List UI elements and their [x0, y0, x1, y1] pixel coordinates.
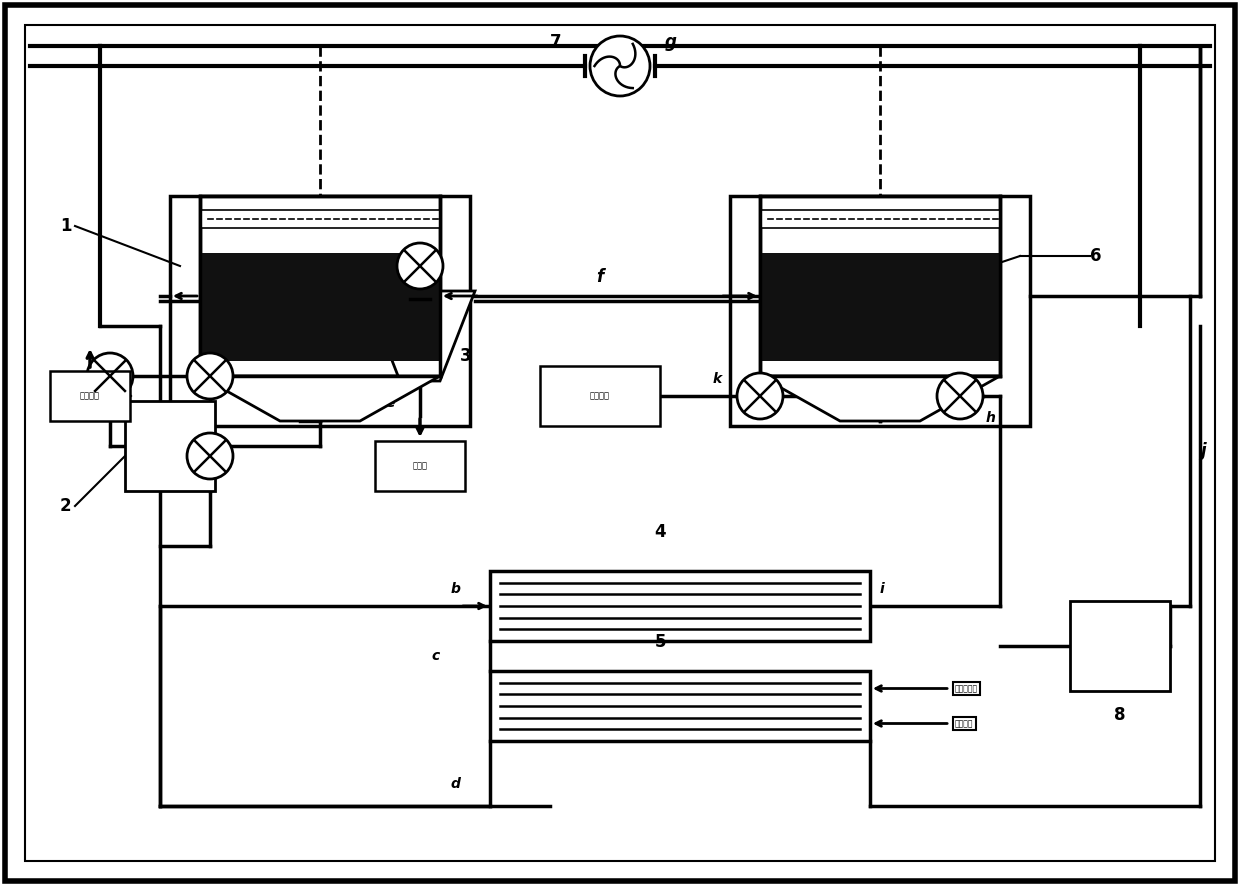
Bar — [374, 441, 465, 491]
Bar — [170, 196, 470, 426]
Text: 8: 8 — [1115, 706, 1126, 724]
Text: k: k — [713, 372, 722, 386]
Polygon shape — [365, 291, 475, 381]
Text: 6: 6 — [1090, 247, 1101, 265]
Text: 3: 3 — [460, 347, 471, 365]
Circle shape — [590, 36, 650, 96]
Text: f: f — [596, 268, 604, 286]
Circle shape — [187, 353, 233, 399]
Bar — [760, 210, 999, 228]
Bar — [50, 371, 130, 421]
Text: b: b — [450, 582, 460, 596]
Circle shape — [737, 373, 782, 419]
Bar — [125, 401, 215, 491]
Polygon shape — [760, 376, 999, 421]
Text: g: g — [665, 33, 677, 51]
Bar — [200, 253, 440, 361]
Text: 废水入口: 废水入口 — [81, 392, 100, 400]
Text: c: c — [432, 649, 440, 663]
Bar — [760, 253, 999, 361]
Text: 5: 5 — [655, 633, 666, 651]
Text: 7: 7 — [551, 33, 562, 51]
Text: a: a — [110, 402, 119, 415]
Bar — [490, 671, 870, 741]
Text: i: i — [880, 582, 885, 596]
Text: 清水回用: 清水回用 — [590, 392, 610, 400]
Text: j: j — [1200, 442, 1205, 460]
Text: 2: 2 — [60, 497, 72, 515]
Text: 废热进入口: 废热进入口 — [955, 684, 978, 693]
Circle shape — [187, 433, 233, 479]
Bar — [1070, 601, 1171, 691]
Bar — [760, 196, 999, 376]
Circle shape — [397, 243, 443, 289]
Circle shape — [87, 353, 133, 399]
Text: e: e — [386, 396, 396, 410]
Text: 结晶口: 结晶口 — [413, 462, 428, 470]
Bar — [539, 366, 660, 426]
Bar — [490, 571, 870, 641]
Text: d: d — [450, 777, 460, 791]
Polygon shape — [200, 376, 440, 421]
Text: 4: 4 — [655, 523, 666, 541]
Bar — [200, 210, 440, 228]
Circle shape — [937, 373, 983, 419]
Text: 废热出口: 废热出口 — [955, 719, 973, 728]
Bar — [200, 196, 440, 376]
Bar — [730, 196, 1030, 426]
Text: 1: 1 — [60, 217, 72, 235]
Text: h: h — [986, 411, 996, 425]
